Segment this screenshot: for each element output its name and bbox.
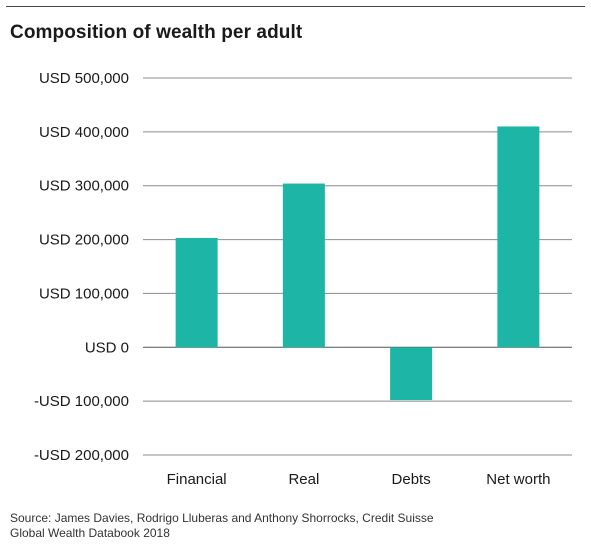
y-tick-label: USD 400,000 — [39, 124, 129, 141]
y-tick-label: USD 0 — [85, 339, 129, 356]
source-note: Source: James Davies, Rodrigo Lluberas a… — [10, 511, 570, 541]
bar-debts — [390, 347, 433, 401]
bar-financial — [175, 237, 218, 348]
x-tick-label: Debts — [392, 471, 431, 488]
chart-title: Composition of wealth per adult — [10, 22, 303, 43]
top-rule — [6, 6, 585, 7]
source-line-1: Source: James Davies, Rodrigo Lluberas a… — [10, 511, 434, 525]
y-tick-label: USD 200,000 — [39, 232, 129, 249]
bar-real — [282, 183, 325, 348]
source-line-2: Global Wealth Databook 2018 — [10, 526, 170, 540]
y-tick-label: -USD 100,000 — [34, 393, 129, 410]
y-tick-label: -USD 200,000 — [34, 447, 129, 464]
bar-net-worth — [497, 126, 540, 348]
x-tick-label: Financial — [167, 471, 227, 488]
x-tick-label: Real — [288, 471, 319, 488]
y-tick-label: USD 300,000 — [39, 178, 129, 195]
y-tick-label: USD 100,000 — [39, 285, 129, 302]
x-tick-label: Net worth — [486, 471, 550, 488]
y-tick-label: USD 500,000 — [39, 70, 129, 87]
